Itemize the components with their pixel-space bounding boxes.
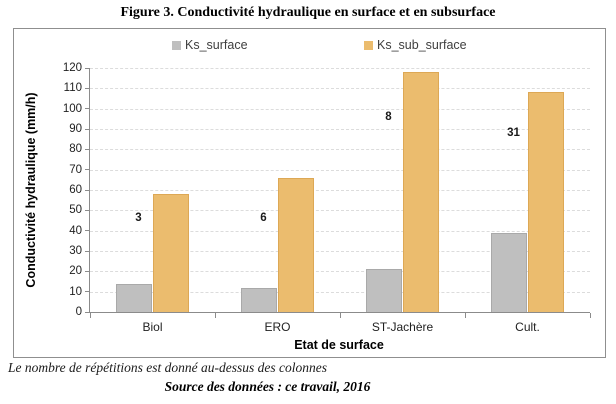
y-tick-label-20: 20	[69, 265, 82, 278]
y-tick-mark-10	[85, 291, 89, 293]
y-axis-title: Conductivité hydraulique (mm/h)	[24, 92, 38, 288]
x-tick-mark-2	[339, 313, 341, 318]
annotation-repetitions-cult: 31	[507, 127, 520, 140]
gridline-y50	[90, 210, 590, 212]
y-tick-mark-110	[85, 87, 89, 89]
x-category-label-biol: Biol	[142, 320, 163, 334]
gridline-y90	[90, 129, 590, 130]
figure-source: Source des données : ce travail, 2016	[164, 379, 371, 394]
y-tick-label-60: 60	[69, 184, 82, 196]
bar-ks-sub-surface-biol	[153, 194, 189, 312]
gridline-y30	[90, 251, 590, 252]
gridline-y40	[90, 230, 590, 232]
gridline-y60	[90, 190, 590, 191]
x-category-label-cult: Cult.	[515, 320, 540, 334]
gridline-y20	[90, 271, 590, 273]
y-tick-label-80: 80	[69, 143, 82, 156]
annotation-repetitions-biol: 3	[135, 212, 142, 225]
gridline-y110	[90, 88, 590, 90]
y-tick-mark-120	[85, 67, 89, 69]
y-tick-mark-40	[85, 230, 89, 232]
y-tick-mark-90	[85, 128, 89, 130]
x-tick-mark-0	[89, 313, 91, 318]
bar-ks-sub-surface-cult	[528, 92, 564, 312]
y-tick-mark-80	[85, 148, 89, 150]
gridline-y10	[90, 291, 590, 293]
bar-ks-sub-surface-ero	[278, 178, 314, 312]
y-tick-label-0: 0	[75, 306, 82, 318]
y-tick-label-100: 100	[62, 102, 82, 115]
x-axis-title: Etat de surface	[294, 338, 384, 352]
chart-plot-area-frame: Ks_surface Ks_sub_surface Conductivité h…	[13, 28, 606, 358]
y-tick-mark-30	[85, 250, 89, 252]
bar-ks-surface-cult	[491, 233, 527, 312]
y-tick-label-30: 30	[69, 245, 82, 257]
x-tick-mark-3	[464, 313, 466, 318]
y-tick-mark-0	[85, 311, 89, 313]
figure-title: Figure 3. Conductivité hydraulique en su…	[120, 5, 496, 20]
legend-item-ks-surface: Ks_surface	[172, 37, 248, 53]
y-tick-label-40: 40	[69, 224, 82, 237]
y-tick-label-70: 70	[69, 163, 82, 176]
annotation-repetitions-ero: 6	[260, 212, 267, 225]
bar-ks-surface-ero	[241, 288, 277, 312]
y-tick-label-10: 10	[69, 285, 82, 298]
legend-item-ks-sub-surface: Ks_sub_surface	[364, 37, 467, 53]
figure-footnote: Le nombre de répétitions est donné au-de…	[8, 360, 327, 375]
gridline-y100	[90, 108, 590, 110]
y-tick-label-110: 110	[63, 82, 82, 95]
legend-swatch-ks-surface	[172, 40, 181, 50]
x-category-label-stjachre: ST-Jachère	[371, 320, 434, 334]
y-tick-mark-20	[85, 270, 89, 272]
y-tick-label-50: 50	[69, 204, 82, 217]
x-category-label-ero: ERO	[264, 320, 291, 334]
y-tick-label-120: 120	[62, 62, 82, 74]
plot-area: 0 10 20 30 40 50 60 70 80 90 100 110 120 Biol ERO ST-Ja…	[63, 62, 591, 334]
bar-ks-surface-stjachre	[366, 269, 402, 312]
legend-label-ks-sub-surface: Ks_sub_surface	[377, 38, 467, 52]
x-tick-mark-1	[214, 313, 216, 318]
x-tick-mark-4	[589, 313, 591, 318]
gridline-y70	[90, 169, 590, 171]
gridline-y120	[90, 68, 590, 69]
y-tick-mark-70	[85, 169, 89, 171]
y-tick-mark-50	[85, 209, 89, 211]
bar-ks-sub-surface-stjachre	[403, 72, 439, 312]
y-tick-label-90: 90	[69, 123, 82, 135]
legend-label-ks-surface: Ks_surface	[185, 38, 248, 52]
gridline-y80	[90, 149, 590, 151]
y-tick-mark-60	[85, 189, 89, 191]
bar-ks-surface-biol	[116, 284, 152, 312]
y-tick-mark-100	[85, 108, 89, 110]
legend-swatch-ks-sub-surface	[364, 40, 373, 50]
annotation-repetitions-stjachre: 8	[385, 110, 392, 123]
